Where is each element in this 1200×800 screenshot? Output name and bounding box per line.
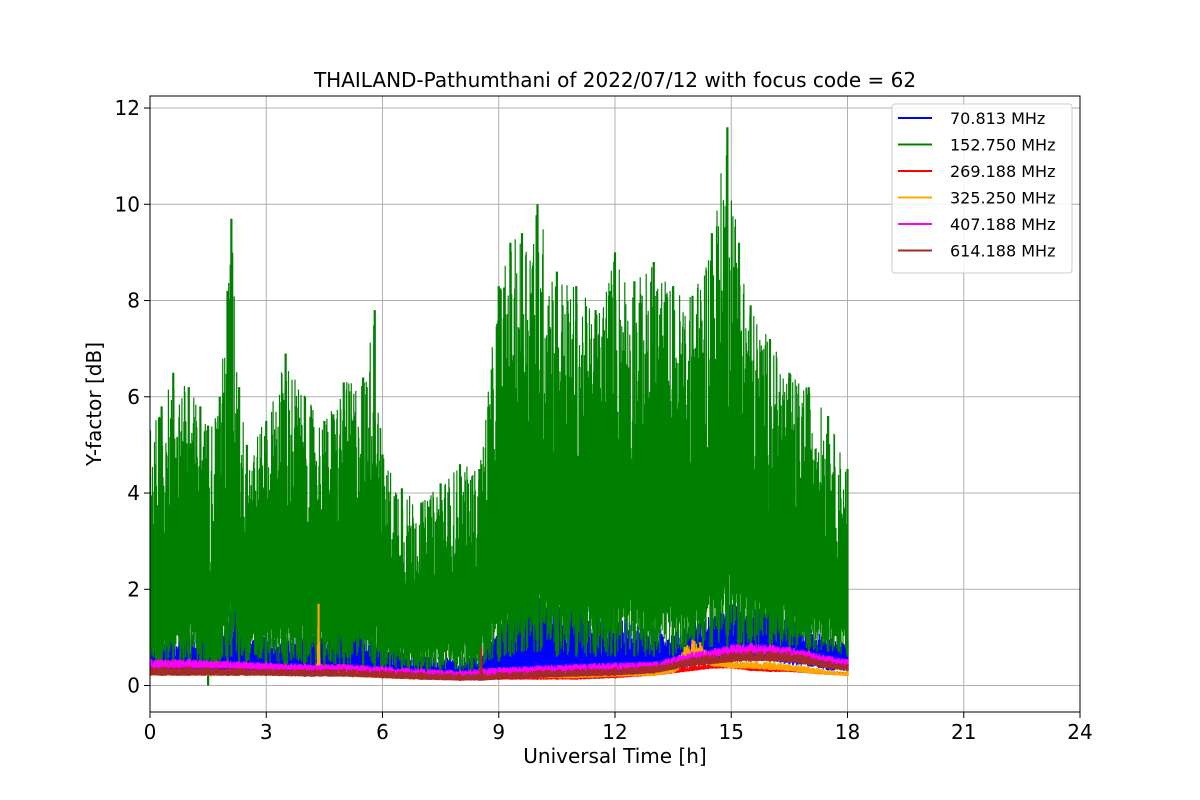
y-tick-label: 10 (115, 192, 140, 216)
legend-label: 614.188 MHz (950, 242, 1055, 261)
chart: 0 3 6 9 12 15 18 21 24 024681012 THAILAND-Pathum… (0, 0, 1200, 800)
legend-label: 70.813 MHz (950, 109, 1045, 128)
legend-label: 152.750 MHz (950, 136, 1055, 155)
y-tick-label: 12 (115, 96, 140, 120)
x-tick-label: 18 (835, 720, 860, 744)
y-tick-label: 4 (127, 481, 140, 505)
x-axis-label: Universal Time [h] (523, 744, 706, 768)
legend-label: 407.188 MHz (950, 215, 1055, 234)
legend: 70.813 MHz 152.750 MHz 269.188 MHz 325.250 … (892, 104, 1072, 273)
y-axis: 0 2 4 6 8 10 12 (115, 96, 150, 698)
y-tick-label: 6 (127, 385, 140, 409)
legend-label: 325.250 MHz (950, 189, 1055, 208)
y-tick-label: 8 (127, 289, 140, 313)
x-tick-label: 12 (602, 720, 627, 744)
x-tick-label: 15 (719, 720, 744, 744)
x-tick-label: 3 (260, 720, 273, 744)
x-tick-label: 0 (144, 720, 157, 744)
legend-label: 269.188 MHz (950, 162, 1055, 181)
y-axis-label: Y-factor [dB] (82, 342, 106, 467)
x-axis: 0 3 6 9 12 15 18 21 24 (144, 712, 1093, 744)
x-tick-label: 24 (1067, 720, 1092, 744)
x-tick-label: 9 (492, 720, 505, 744)
x-tick-label: 21 (951, 720, 976, 744)
y-tick-label: 0 (127, 674, 140, 698)
y-tick-label: 2 (127, 577, 140, 601)
x-tick-label: 6 (376, 720, 389, 744)
chart-title: THAILAND-Pathumthani of 2022/07/12 with … (313, 68, 916, 92)
